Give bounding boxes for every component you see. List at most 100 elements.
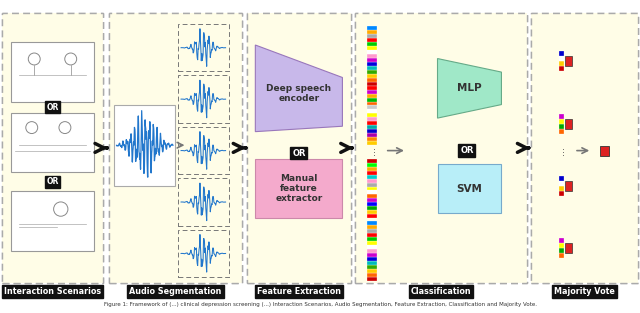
Bar (109, 13, 242, 283)
Bar (367, 229, 377, 233)
Bar (564, 243, 572, 253)
Bar (367, 94, 377, 98)
Bar (109, 13, 242, 283)
Bar (367, 187, 377, 191)
Bar (367, 101, 377, 105)
Bar (559, 248, 564, 253)
Bar (367, 82, 377, 86)
Bar (367, 245, 377, 249)
Bar (559, 181, 564, 186)
Bar (559, 243, 564, 248)
Bar (367, 86, 377, 90)
Bar (367, 26, 377, 30)
Text: Figure 1: Framework of (...) clinical depression screening (...) Interaction Sce: Figure 1: Framework of (...) clinical de… (104, 302, 536, 307)
Bar (564, 181, 572, 191)
Bar (178, 127, 228, 174)
Bar (367, 70, 377, 74)
Bar (367, 233, 377, 237)
Bar (367, 129, 377, 133)
Bar (564, 119, 572, 129)
Bar (367, 42, 377, 46)
Polygon shape (438, 59, 502, 118)
Bar (531, 13, 638, 283)
Bar (367, 225, 377, 229)
Bar (559, 124, 564, 129)
Bar (109, 13, 242, 283)
Bar (367, 191, 377, 194)
Bar (559, 238, 564, 243)
Bar (367, 206, 377, 210)
Bar (367, 113, 377, 117)
Bar (367, 78, 377, 82)
Bar (367, 54, 377, 58)
Bar (367, 269, 377, 273)
Text: ...: ... (367, 146, 377, 155)
Bar (367, 194, 377, 198)
Bar (559, 66, 564, 71)
Bar (367, 66, 377, 70)
Bar (559, 56, 564, 61)
Bar (367, 159, 377, 163)
Bar (367, 98, 377, 101)
Text: Classification: Classification (411, 287, 471, 296)
Bar (559, 253, 564, 258)
Bar (367, 265, 377, 269)
Bar (11, 42, 94, 102)
Bar (367, 46, 377, 50)
Bar (438, 164, 502, 213)
Bar (559, 186, 564, 191)
Bar (367, 237, 377, 241)
Bar (531, 13, 638, 283)
Bar (367, 210, 377, 214)
Bar (367, 249, 377, 253)
Bar (367, 257, 377, 261)
Bar (367, 277, 377, 280)
Bar (367, 90, 377, 94)
Bar (11, 113, 94, 172)
Text: OR: OR (46, 177, 59, 186)
Text: Deep speech
encoder: Deep speech encoder (266, 84, 332, 103)
Bar (367, 121, 377, 125)
Bar (11, 191, 94, 251)
Bar (255, 159, 342, 218)
Bar (600, 146, 609, 156)
Bar (559, 119, 564, 124)
Bar (559, 61, 564, 66)
Bar (367, 198, 377, 203)
Text: ...: ... (556, 146, 566, 155)
Bar (367, 253, 377, 257)
Bar (367, 30, 377, 34)
Bar (367, 74, 377, 78)
Text: Manual
feature
extractor: Manual feature extractor (275, 174, 323, 203)
Bar (178, 230, 228, 277)
Bar (367, 38, 377, 42)
Bar (559, 176, 564, 181)
Bar (367, 171, 377, 175)
Text: Interaction Scenarios: Interaction Scenarios (4, 287, 101, 296)
Bar (2, 13, 103, 283)
Bar (559, 191, 564, 196)
Bar (559, 129, 564, 134)
Bar (367, 50, 377, 54)
Bar (355, 13, 527, 283)
Bar (559, 114, 564, 119)
Text: Audio Segmentation: Audio Segmentation (129, 287, 221, 296)
Bar (367, 261, 377, 265)
Bar (178, 24, 228, 71)
Bar (2, 13, 103, 283)
Bar (2, 13, 103, 283)
Bar (367, 34, 377, 38)
Text: OR: OR (460, 146, 474, 155)
Bar (367, 221, 377, 225)
Bar (367, 62, 377, 66)
Bar (367, 110, 377, 113)
Bar (367, 137, 377, 141)
Bar (367, 163, 377, 167)
Bar (367, 117, 377, 121)
Bar (559, 51, 564, 56)
Bar (367, 273, 377, 277)
Polygon shape (255, 45, 342, 132)
Bar (247, 13, 351, 283)
Text: Feature Extraction: Feature Extraction (257, 287, 341, 296)
Text: SVM: SVM (456, 183, 483, 193)
